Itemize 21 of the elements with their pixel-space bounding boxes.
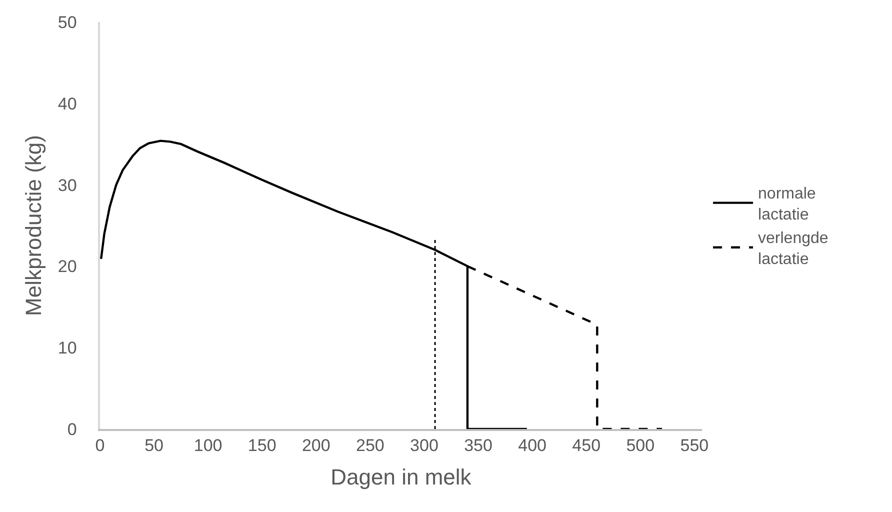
x-tick-label: 550 [680, 436, 709, 456]
y-tick-label: 10 [58, 338, 77, 358]
x-tick-label: 0 [95, 436, 105, 456]
y-tick-label: 40 [58, 94, 77, 114]
x-tick-label: 50 [144, 436, 164, 456]
y-tick-label: 30 [58, 176, 77, 195]
x-tick-label: 100 [194, 436, 222, 456]
y-tick-label: 20 [58, 257, 77, 276]
x-tick-label: 200 [302, 436, 330, 456]
y-tick-label: 0 [67, 420, 77, 439]
x-tick-label: 350 [464, 436, 492, 456]
x-tick-label: 250 [356, 436, 384, 456]
legend-label: verlengde lactatie [758, 230, 828, 268]
x-tick-label: 400 [518, 436, 547, 456]
x-tick-label: 150 [248, 436, 276, 456]
y-tick-label: 50 [58, 12, 77, 32]
x-axis-title: Dagen in melk [330, 464, 472, 490]
x-tick-label: 300 [410, 436, 438, 456]
x-tick-label: 450 [572, 436, 601, 456]
y-axis-title: Melkproductie (kg) [21, 135, 46, 316]
x-tick-label: 500 [626, 436, 655, 456]
